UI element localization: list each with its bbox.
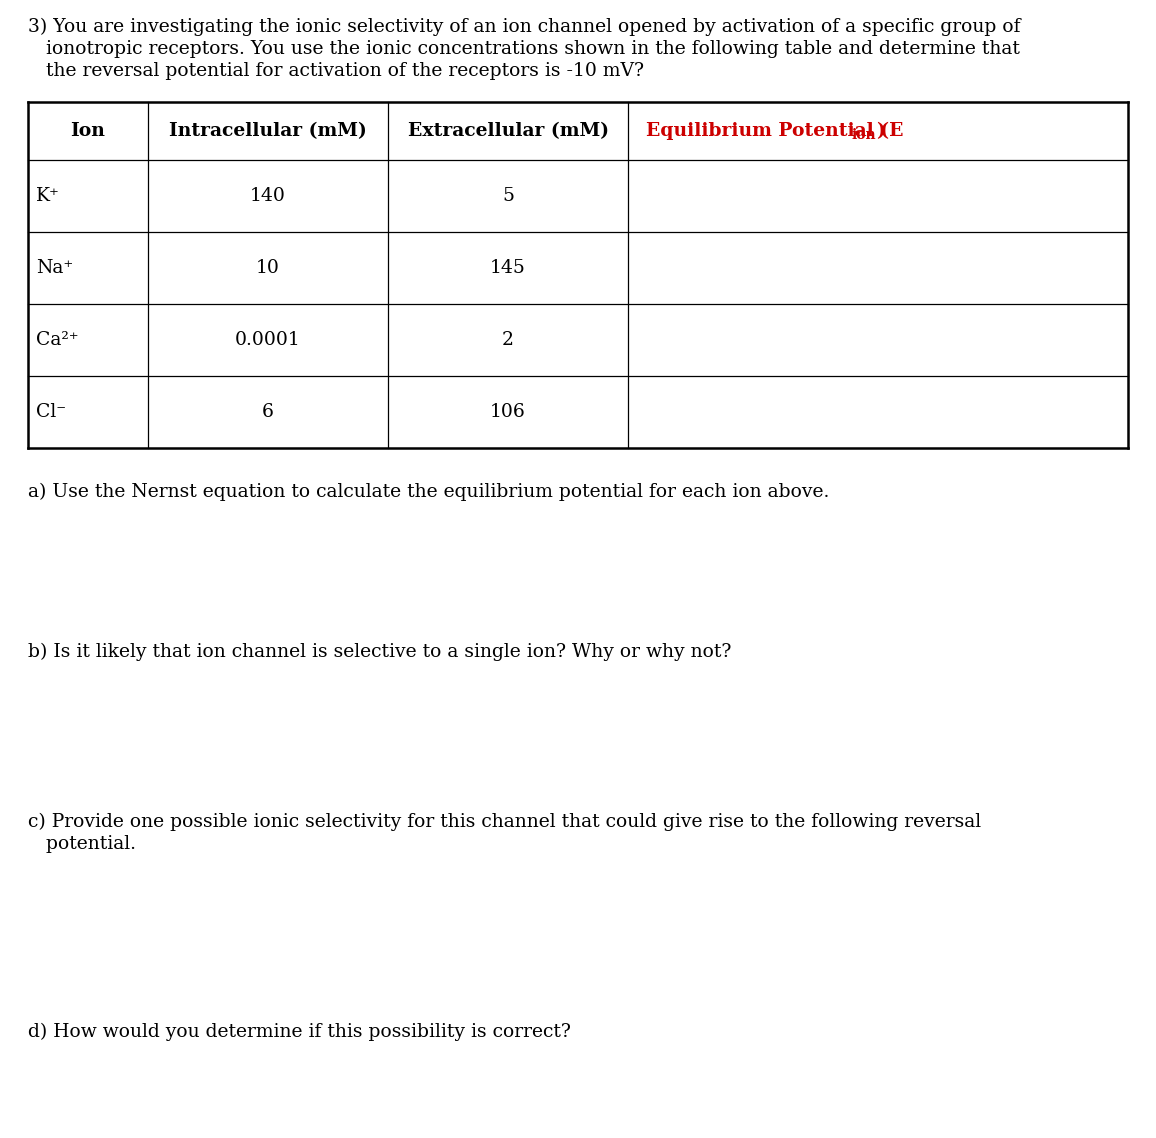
- Text: 0.0001: 0.0001: [235, 331, 301, 349]
- Text: potential.: potential.: [28, 835, 136, 854]
- Text: d) How would you determine if this possibility is correct?: d) How would you determine if this possi…: [28, 1023, 571, 1041]
- Text: ionotropic receptors. You use the ionic concentrations shown in the following ta: ionotropic receptors. You use the ionic …: [28, 40, 1020, 58]
- Text: Na⁺: Na⁺: [36, 259, 73, 277]
- Text: Ca²⁺: Ca²⁺: [36, 331, 79, 349]
- Text: Ion: Ion: [71, 122, 105, 140]
- Text: Equilibrium Potential (E: Equilibrium Potential (E: [646, 122, 904, 140]
- Text: 140: 140: [250, 187, 286, 205]
- Text: ion: ion: [852, 127, 876, 142]
- Text: Extracellular (mM): Extracellular (mM): [408, 122, 608, 140]
- Text: c) Provide one possible ionic selectivity for this channel that could give rise : c) Provide one possible ionic selectivit…: [28, 813, 981, 831]
- Text: 145: 145: [490, 259, 526, 277]
- Text: Intracellular (mM): Intracellular (mM): [169, 122, 366, 140]
- Text: a) Use the Nernst equation to calculate the equilibrium potential for each ion a: a) Use the Nernst equation to calculate …: [28, 483, 829, 501]
- Text: K⁺: K⁺: [36, 187, 60, 205]
- Text: Cl⁻: Cl⁻: [36, 403, 66, 421]
- Text: 5: 5: [502, 187, 514, 205]
- Text: b) Is it likely that ion channel is selective to a single ion? Why or why not?: b) Is it likely that ion channel is sele…: [28, 643, 732, 661]
- Text: 106: 106: [490, 403, 526, 421]
- Text: 3) You are investigating the ionic selectivity of an ion channel opened by activ: 3) You are investigating the ionic selec…: [28, 18, 1021, 36]
- Text: 2: 2: [502, 331, 514, 349]
- Text: 10: 10: [257, 259, 280, 277]
- Text: the reversal potential for activation of the receptors is -10 mV?: the reversal potential for activation of…: [28, 61, 644, 80]
- Text: 6: 6: [262, 403, 274, 421]
- Text: ): ): [876, 122, 884, 140]
